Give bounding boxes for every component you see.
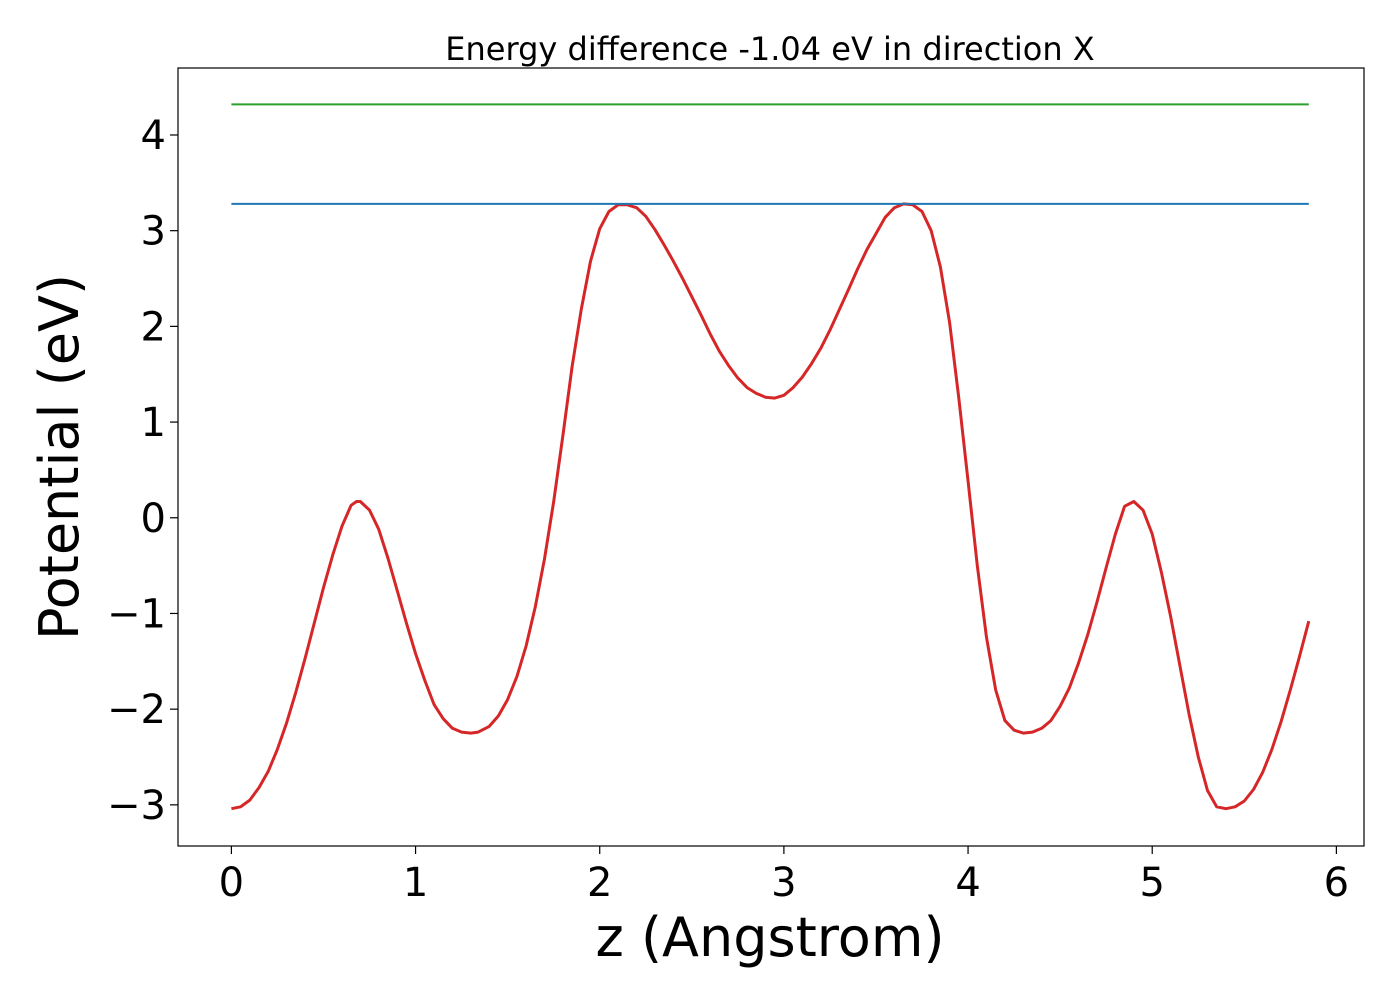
y-tick-label: 2 bbox=[141, 304, 166, 350]
y-tick-label: −3 bbox=[107, 783, 166, 829]
x-tick-label: 3 bbox=[771, 860, 796, 906]
x-tick-label: 0 bbox=[219, 860, 244, 906]
x-tick-label: 2 bbox=[587, 860, 612, 906]
y-tick-label: −2 bbox=[107, 687, 166, 733]
x-tick-label: 1 bbox=[403, 860, 428, 906]
plot-frame bbox=[177, 67, 1365, 847]
x-axis: 0 1 2 3 4 5 6 bbox=[219, 846, 1349, 906]
y-tick-label: 0 bbox=[141, 496, 166, 542]
x-tick-label: 4 bbox=[955, 860, 980, 906]
x-tick-label: 6 bbox=[1324, 860, 1349, 906]
y-tick-label: 3 bbox=[141, 209, 166, 255]
y-axis-label: Potential (eV) bbox=[28, 274, 91, 640]
x-tick-label: 5 bbox=[1139, 860, 1164, 906]
chart-title: Energy difference -1.04 eV in direction … bbox=[445, 30, 1094, 68]
y-tick-label: 4 bbox=[141, 113, 166, 159]
x-axis-label: z (Angstrom) bbox=[595, 906, 944, 969]
series-line-0 bbox=[231, 202, 1311, 811]
y-axis: −3 −2 −1 0 1 2 3 4 bbox=[107, 113, 178, 829]
plot-area bbox=[231, 103, 1311, 811]
y-tick-label: −1 bbox=[107, 591, 166, 637]
y-tick-label: 1 bbox=[141, 400, 166, 446]
